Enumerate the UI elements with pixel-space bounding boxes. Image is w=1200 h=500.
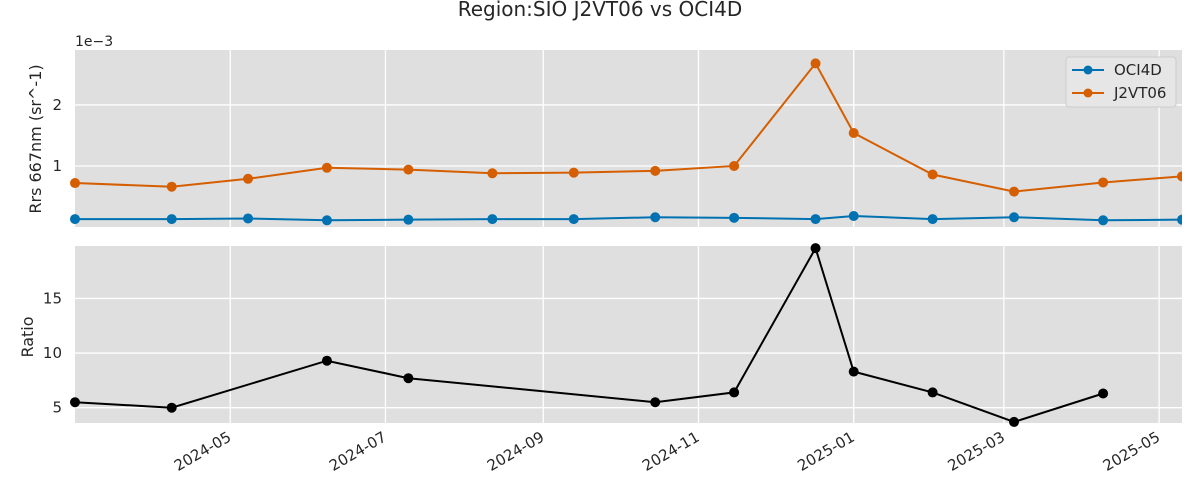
j2vt06-point [487,168,498,179]
top-y-ticks: 12 [52,96,62,175]
bottom-y-ticks: 5 10 15 [43,289,62,416]
j2vt06-point [810,58,821,69]
oci4d-point [487,214,498,225]
legend-label-j2vt06: J2VT06 [1113,84,1166,102]
oci4d-point [1009,212,1020,223]
bottom-y-tick-label: 10 [43,344,62,362]
bottom-plot-area [75,246,1182,423]
ratio-point [1009,416,1020,427]
oci4d-point [848,211,859,222]
j2vt06-point [166,181,177,192]
j2vt06-point [1098,177,1109,188]
ratio-point [321,355,332,366]
legend: OCI4D J2VT06 [1065,56,1177,108]
top-panel: 12 1e−3 Rrs 667nm (sr^-1) OCI4D J2VT06 [26,34,1182,227]
x-tick-label: 2025-05 [1100,428,1163,475]
oci4d-point [166,214,177,225]
bottom-series [70,243,1109,427]
ratio-point [1098,388,1109,399]
legend-marker-j2vt06 [1083,88,1093,98]
oci4d-point [70,214,80,225]
ratio-point [650,397,661,408]
oci4d-point [403,214,414,225]
ratio-point [166,402,177,413]
legend-marker-oci4d [1083,65,1093,75]
oci4d-point [1177,214,1182,225]
legend-entry-oci4d: OCI4D [1072,61,1162,79]
ratio-point [848,366,859,377]
x-tick-labels: 2024-05 2024-07 2024-09 2024-11 2025-01 2025-… [171,428,1163,475]
top-grid [75,50,1182,227]
legend-label-oci4d: OCI4D [1114,61,1162,79]
j2vt06-point [568,167,579,178]
legend-entry-j2vt06: J2VT06 [1072,84,1166,102]
top-plot-area [75,50,1182,227]
oci4d-point [243,213,254,224]
j2vt06-point [321,162,332,173]
j2vt06-point [1009,186,1020,197]
oci4d-point [810,214,821,225]
top-y-tick-label: 1 [52,157,62,175]
bottom-y-tick-label: 5 [52,399,62,417]
j2vt06-point [927,169,938,180]
oci4d-point [927,214,938,225]
oci4d-point [321,215,332,226]
top-y-tick-label: 2 [52,96,62,114]
ratio-point [927,387,938,398]
x-tick-label: 2024-05 [171,428,234,475]
j2vt06-point [403,164,414,175]
ratio-point [810,243,821,254]
j2vt06-point [650,165,661,176]
ratio-point [70,397,80,408]
oci4d-point [650,212,661,223]
x-tick-label: 2025-01 [794,428,857,475]
ratio-point [729,387,740,398]
bottom-panel: 5 10 15 Ratio [18,243,1182,427]
y-offset-label: 1e−3 [75,34,113,50]
chart-title: Region:SIO J2VT06 vs OCI4D [458,0,743,21]
x-tick-label: 2025-03 [945,428,1008,475]
bottom-y-axis-label: Ratio [18,316,37,357]
j2vt06-point [243,173,254,184]
j2vt06-point [70,178,80,189]
x-tick-label: 2024-09 [484,428,547,475]
x-tick-label: 2024-07 [326,428,389,475]
oci4d-point [1098,215,1109,226]
bottom-y-tick-label: 15 [43,289,62,307]
oci4d-point [729,212,740,223]
bottom-grid [75,246,1182,423]
oci4d-point [568,214,579,225]
j2vt06-point [848,128,859,139]
j2vt06-point [729,160,740,171]
j2vt06-point [1177,171,1182,182]
top-y-axis-label: Rrs 667nm (sr^-1) [26,64,45,213]
ratio-point [403,373,414,384]
top-series [70,58,1182,226]
x-tick-label: 2024-11 [639,428,702,475]
